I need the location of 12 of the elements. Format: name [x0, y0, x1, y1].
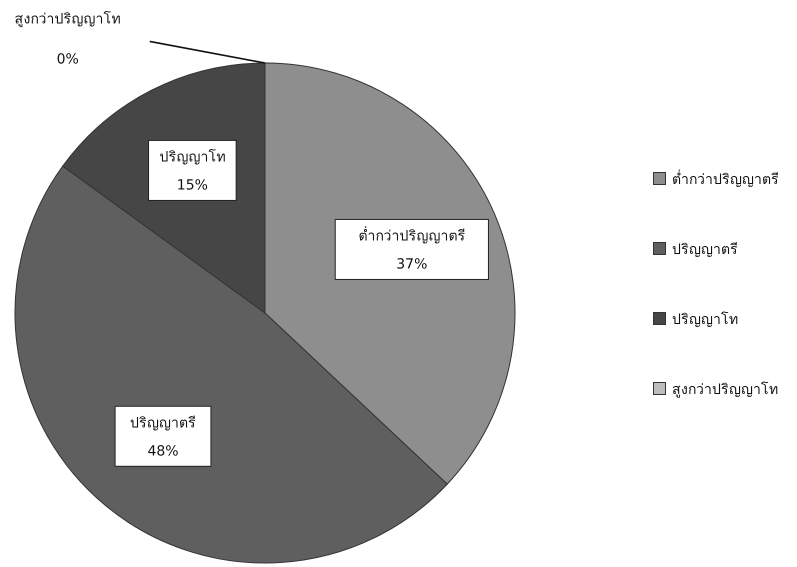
data-label: 48% [147, 443, 179, 460]
legend-label: ต่ำกว่าปริญญาตรี [672, 168, 779, 190]
legend-label: สูงกว่าปริญญาโท [672, 380, 778, 400]
slice-label: ปริญญาตรี [130, 415, 196, 432]
category-label: สูงกว่าปริญญาโท [14, 11, 121, 28]
text: 0% [56, 51, 79, 68]
data-label: 37% [396, 256, 428, 272]
slice-label: ต่ำกว่าปริญญาตรี [358, 226, 466, 244]
data-label: 15% [176, 177, 208, 194]
legend-label: ปริญญาโท [672, 310, 738, 330]
slice-label: ปริญญาโท [159, 148, 226, 166]
legend-label: ปริญญาตรี [672, 240, 738, 260]
